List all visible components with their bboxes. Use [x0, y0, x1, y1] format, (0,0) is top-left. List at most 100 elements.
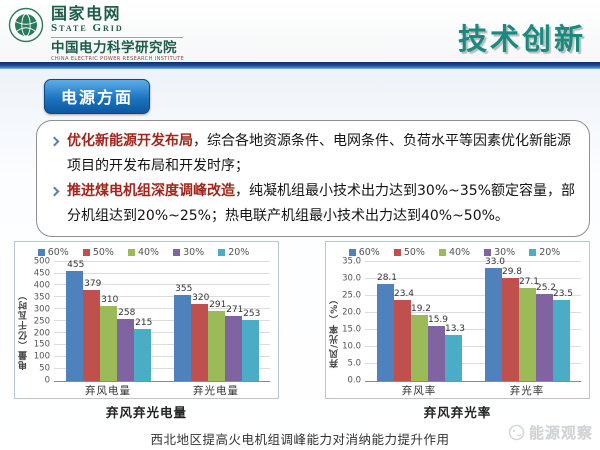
plot-area: 0 50 100 150 200 250 300 350 400 450 500 455 379 310 2… [30, 257, 270, 399]
legend-item: 20% [529, 247, 560, 258]
brand-divider [51, 37, 183, 39]
legend-label: 40% [137, 247, 160, 259]
bar-value-label: 27.1 [518, 276, 540, 287]
legend-label: 30% [183, 247, 205, 259]
bar-series-60%: 33.0 [484, 257, 505, 381]
gridline [365, 260, 581, 262]
gridline [54, 284, 270, 286]
header-divider-bar [0, 62, 600, 69]
watermark: 能源观察 [508, 422, 593, 443]
brand-name-en: State Grid [51, 21, 124, 34]
y-tick-label: 400 [33, 280, 50, 291]
bar-value-label: 455 [67, 260, 85, 271]
bar-value-label: 28.1 [376, 273, 398, 284]
y-tick-label: 5.0 [347, 358, 361, 369]
legend-item: 20% [218, 247, 249, 258]
bar-value-label: 19.2 [410, 303, 432, 314]
bar-series-30%: 25.2 [535, 284, 556, 381]
gridline [54, 367, 270, 369]
bullet-lead: 推进煤电机组深度调峰改造 [67, 182, 235, 199]
legend-item: 60% [348, 247, 380, 258]
bullet-item: 推进煤电机组深度调峰改造，纯凝机组最小技术出力达到30%~35%额定容量，部分机… [49, 179, 575, 229]
bar-groups: 28.1 23.4 19.2 15.9 13.3 33.0 29.8 27.1 25.2 23.5 [365, 257, 581, 381]
y-tick-label: 20.0 [342, 307, 361, 318]
brand-text: 国家电网 State Grid 中国电力科学研究院 CHINA ELECTRIC… [51, 5, 185, 62]
plot: 0.0 5.0 10.0 15.0 20.0 25.0 30.0 35.0 28.1 23.4 19… [342, 257, 581, 384]
gridline [54, 308, 270, 310]
page-title: 技术创新 [457, 22, 586, 56]
y-tick-label: 50 [39, 363, 50, 374]
bar-series-20%: 13.3 [444, 325, 465, 381]
chart-legend: 60% 50% 40% 30% 20% [328, 246, 581, 260]
bar-series-40%: 27.1 [518, 277, 539, 381]
legend-label: 30% [494, 247, 516, 259]
gridline [365, 362, 581, 364]
legend-swatch-icon [348, 249, 356, 257]
legend-swatch-icon [218, 249, 226, 257]
bar-series-40%: 291 [207, 300, 226, 381]
bar-series-40%: 19.2 [410, 304, 431, 381]
chart-curtailed-energy: 60% 50% 40% 30% 20% 电量（亿千瓦时） 0 50 100 150 200 250 30… [14, 240, 279, 421]
y-axis-label: 弃风/光率（%） [330, 292, 340, 368]
y-tick-label: 30.0 [342, 273, 361, 284]
y-tick-label: 200 [33, 327, 50, 338]
institute-name-cn: 中国电力科学研究院 [51, 40, 177, 57]
category-label: 弃光率 [509, 384, 545, 397]
y-tick-label: 350 [33, 292, 50, 303]
watermark-logo-icon [508, 424, 525, 441]
legend-label: 40% [448, 247, 471, 259]
state-grid-logo: 国家电网 State Grid 中国电力科学研究院 CHINA ELECTRIC… [8, 5, 185, 62]
bullet-arrow-icon [49, 186, 60, 197]
plot: 0 50 100 150 200 250 300 350 400 450 500 455 379 310 2… [34, 257, 270, 384]
bullet-text: 优化新能源开发布局，综合各地资源条件、电网条件、负荷水平等因素优化新能源项目的开… [67, 129, 575, 179]
chart-panel-rate: 60% 50% 40% 30% 20% 弃风/光率（%） 0.0 5.0 10.0 15.0 20.… [325, 240, 590, 399]
bar-value-label: 310 [101, 295, 119, 306]
legend-item: 30% [484, 247, 515, 258]
bar-series-60%: 355 [173, 285, 192, 381]
chart-title-energy: 弃风弃光电量 [105, 404, 187, 420]
slide-header: 国家电网 State Grid 中国电力科学研究院 CHINA ELECTRIC… [0, 0, 600, 62]
chart-title-rate: 弃风弃光率 [423, 404, 492, 420]
slide-content: 电源方面 优化新能源开发布局，综合各地资源条件、电网条件、负荷水平等因素优化新能… [0, 69, 600, 450]
bullet-arrow-icon [49, 136, 60, 147]
legend-item: 50% [393, 247, 425, 258]
y-tick-label: 25.0 [342, 290, 361, 301]
bar-value-label: 15.9 [427, 315, 449, 326]
legend-item: 40% [438, 247, 471, 259]
bar-series-20%: 215 [133, 319, 152, 381]
category-labels: 弃风电量 弃光电量 [54, 382, 270, 399]
gridline [365, 311, 581, 313]
bar-value-label: 258 [118, 307, 136, 318]
gridline [54, 260, 270, 262]
legend-label: 20% [228, 247, 250, 259]
y-tick-label: 500 [33, 256, 50, 267]
bar-groups: 455 379 310 258 215 355 320 291 271 253 [54, 261, 270, 381]
bullet-item: 优化新能源开发布局，综合各地资源条件、电网条件、负荷水平等因素优化新能源项目的开… [49, 129, 575, 179]
legend-swatch-icon [82, 249, 90, 257]
category-label: 弃光电量 [193, 384, 239, 397]
bullet-text: 推进煤电机组深度调峰改造，纯凝机组最小技术出力达到30%~35%额定容量，部分机… [67, 179, 575, 229]
legend-item: 60% [37, 247, 69, 258]
legend-label: 50% [92, 247, 114, 259]
chart-body: 弃风/光率（%） 0.0 5.0 10.0 15.0 20.0 25.0 30.0 35.0 28… [328, 257, 581, 399]
bar-value-label: 29.8 [501, 267, 523, 278]
gridline [365, 328, 581, 330]
state-grid-globe-icon [8, 7, 44, 43]
y-tick-label: 0.0 [347, 375, 361, 386]
legend-swatch-icon [173, 249, 181, 257]
legend-item: 40% [127, 247, 160, 259]
bar-series-30%: 15.9 [427, 316, 448, 381]
category-label: 弃风电量 [85, 384, 131, 397]
bar-series-60%: 455 [65, 261, 84, 381]
bar-value-label: 25.2 [535, 283, 557, 294]
category-label: 弃风率 [401, 384, 437, 397]
institute-name-en: CHINA ELECTRIC POWER RESEARCH INSTITUTE [51, 55, 185, 62]
chart-legend: 60% 50% 40% 30% 20% [17, 246, 270, 260]
bar-group: 455 379 310 258 215 [54, 261, 162, 381]
bar-series-50%: 23.4 [393, 290, 414, 381]
legend-swatch-icon [127, 249, 135, 257]
bar-series-20%: 23.5 [552, 290, 573, 381]
gridline [54, 296, 270, 298]
bar-series-20%: 253 [241, 309, 260, 381]
